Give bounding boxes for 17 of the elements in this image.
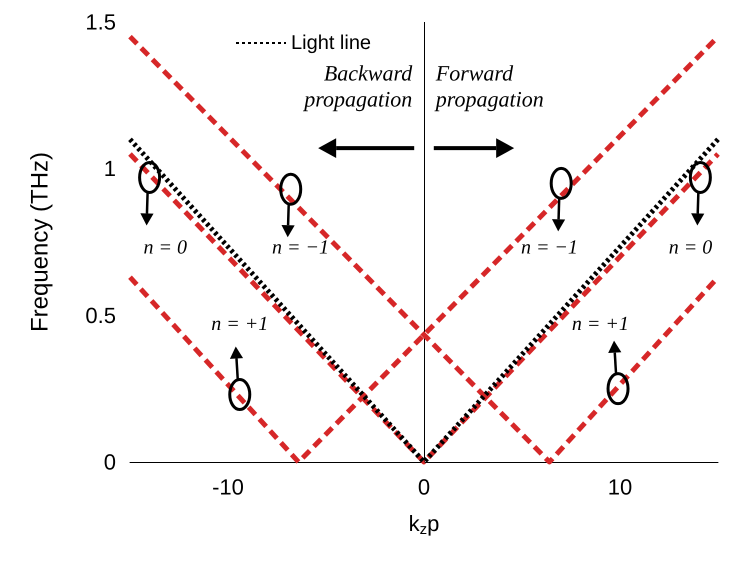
annotation: n = 0 <box>668 236 712 259</box>
y-tick-label: 1.5 <box>85 10 116 34</box>
annotation: n = −1 <box>272 236 330 259</box>
y-tick-label: 0 <box>104 450 116 474</box>
annotation: n = +1 <box>211 313 268 335</box>
x-tick-label: 0 <box>418 474 430 500</box>
y-axis-title: Frequency (THz) <box>26 152 54 332</box>
annotation: Forward propagation <box>434 60 544 112</box>
y-tick-label: 0.5 <box>85 302 116 328</box>
x-tick-label: -10 <box>212 474 244 500</box>
x-tick-label: 10 <box>608 474 632 500</box>
annotation: Backward propagation <box>302 60 414 112</box>
annotation: n = −1 <box>520 236 578 259</box>
annotation: n = +1 <box>572 313 629 335</box>
legend-label: Light line <box>291 32 372 54</box>
y-tick-label: 1 <box>104 156 116 182</box>
annotation: n = 0 <box>144 236 188 259</box>
